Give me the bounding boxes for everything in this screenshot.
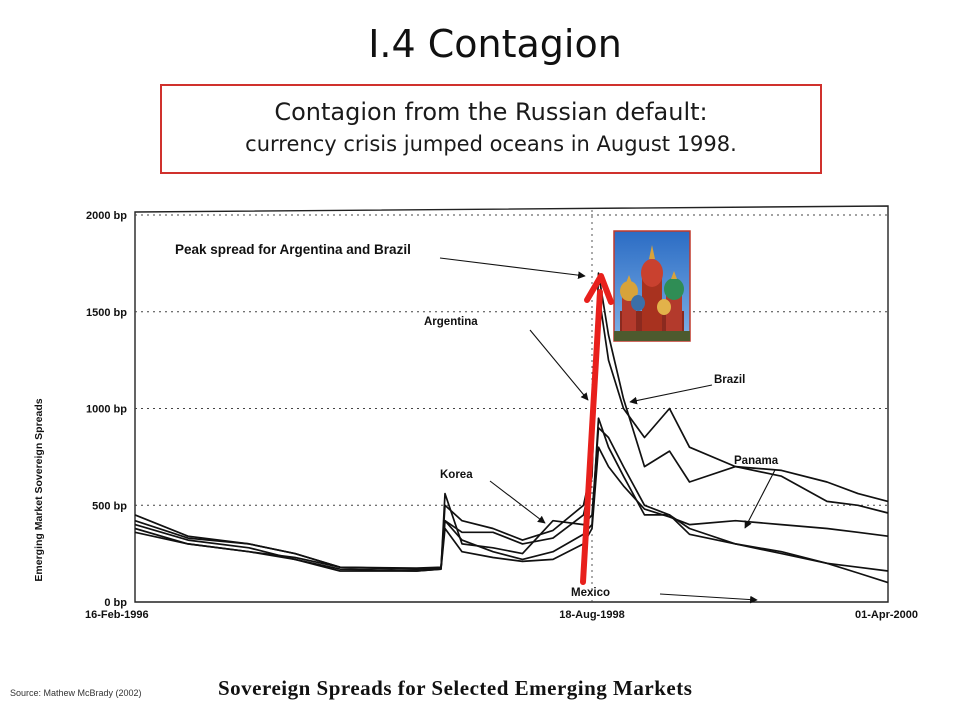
slide-title: I.4 Contagion: [368, 22, 622, 66]
annotation-label: Peak spread for Argentina and Brazil: [175, 242, 411, 257]
x-tick-label: 01-Apr-2000: [855, 609, 918, 621]
annotation-label: Mexico: [571, 587, 610, 599]
annotation-label: Brazil: [714, 374, 745, 386]
x-tick-label: 18-Aug-1998: [559, 609, 624, 621]
annotation-label: Panama: [734, 455, 779, 467]
plot-frame: [134, 205, 889, 603]
figure-caption: Sovereign Spreads for Selected Emerging …: [218, 676, 693, 700]
y-tick-label: 2000 bp: [86, 210, 127, 222]
annotation-arrow: [744, 469, 776, 529]
st-basils-cathedral-photo-icon: [613, 230, 691, 342]
x-tick-label: 16-Feb-1996: [85, 609, 149, 621]
y-tick-label: 500 bp: [92, 500, 127, 512]
y-tick-label: 1500 bp: [86, 307, 127, 319]
y-tick-label: 0 bp: [104, 597, 127, 609]
annotation-arrow: [659, 593, 758, 604]
contagion-arrow: [580, 273, 614, 585]
annotation-arrow: [489, 480, 546, 524]
spreads-chart: 0 bp 500 bp 1000 bp 1500 bp 2000 bp 16-Feb-19…: [33, 205, 918, 621]
y-axis-label: Emerging Market Sovereign Spreads: [33, 398, 45, 581]
series-line-korea: [134, 426, 889, 572]
callout-line-1: Contagion from the Russian default:: [274, 98, 708, 126]
annotation-arrow: [629, 384, 713, 405]
annotation-label: Argentina: [424, 316, 478, 328]
callout-box: Contagion from the Russian default: curr…: [160, 84, 822, 174]
callout-line-2: currency crisis jumped oceans in August …: [245, 132, 737, 156]
annotation-arrow: [529, 329, 589, 401]
annotation-label: Korea: [440, 469, 473, 481]
annotation-arrow: [439, 257, 586, 279]
source-note: Source: Mathew McBrady (2002): [10, 688, 142, 698]
series-line-brazil: [134, 291, 889, 570]
y-tick-label: 1000 bp: [86, 404, 127, 416]
series-line-mexico: [134, 417, 889, 584]
